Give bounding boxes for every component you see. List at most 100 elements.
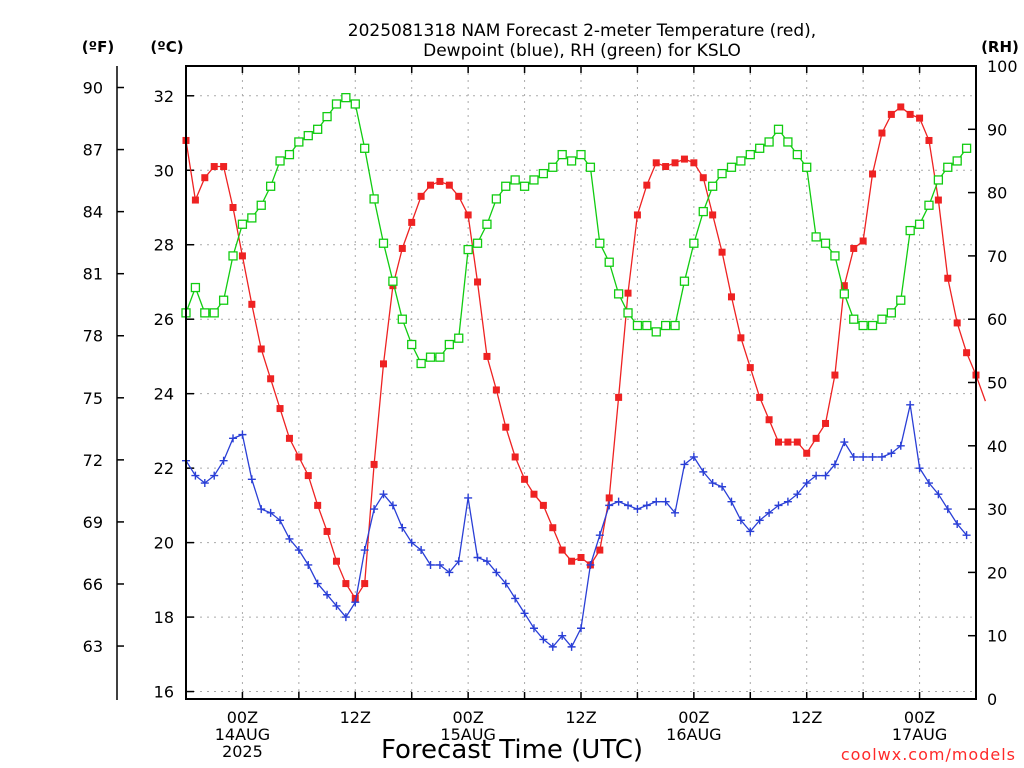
fahrenheit-tick-label: 66 <box>83 575 103 594</box>
dewpoint-point <box>812 471 821 480</box>
series-layer <box>181 93 987 651</box>
dewpoint-point <box>765 508 774 517</box>
temperature-point <box>455 192 463 200</box>
rh-point <box>454 333 464 343</box>
rh-point <box>425 352 436 362</box>
temperature-point <box>812 434 820 442</box>
rh-point <box>407 339 417 350</box>
temperature-point <box>248 300 256 308</box>
temperature-point <box>859 237 867 245</box>
dewpoint-point <box>229 434 238 443</box>
rh-point <box>209 308 219 318</box>
rh-point <box>961 143 972 153</box>
temperature-point <box>887 110 895 118</box>
rh-point <box>482 219 492 229</box>
dewpoint-point <box>191 471 200 480</box>
celsius-axis: 16 18 20 22 24 26 28 30 32 <box>154 87 194 702</box>
fahrenheit-tick-label: 87 <box>83 141 103 160</box>
temperature-point <box>398 244 406 252</box>
dewpoint-point <box>417 546 426 555</box>
fahrenheit-tick-label: 84 <box>83 203 103 222</box>
rh-point <box>595 238 605 248</box>
dewpoint-point <box>539 635 548 644</box>
temperature-point <box>285 434 293 442</box>
rh-point <box>576 149 586 160</box>
temperature-point <box>605 494 613 502</box>
dewpoint-point <box>906 400 915 409</box>
temperature-point <box>257 345 265 353</box>
dewpoint-point <box>548 642 557 651</box>
rh-point <box>360 143 370 153</box>
rh-point <box>914 219 925 229</box>
temperature-point <box>662 163 670 171</box>
dewpoint-point <box>915 464 924 473</box>
temperature-point <box>906 110 914 118</box>
rh-point <box>435 352 445 362</box>
rh-point <box>670 320 680 331</box>
temperature-point <box>464 211 472 219</box>
temperature-point <box>549 524 557 532</box>
rh-point <box>755 143 765 153</box>
temperature-point <box>201 174 209 182</box>
rh-point <box>200 308 210 318</box>
rh-point <box>745 149 755 160</box>
dewpoint-point <box>586 560 595 569</box>
dewpoint-point <box>614 497 623 506</box>
rh-point <box>820 238 831 248</box>
rh-point <box>726 162 737 172</box>
rh-tick-label: 0 <box>987 690 997 709</box>
rh-point <box>331 99 342 109</box>
rh-point <box>265 181 276 191</box>
dewpoint-point <box>379 490 388 499</box>
dewpoint-point <box>774 501 783 510</box>
rh-point <box>529 175 539 185</box>
rh-point <box>811 232 821 242</box>
dewpoint-point <box>924 479 933 488</box>
dewpoint-point <box>830 460 839 469</box>
dewpoint-point <box>266 508 275 517</box>
rh-point <box>284 149 295 160</box>
temperature-point <box>699 174 707 182</box>
temperature-point <box>577 554 585 562</box>
temperature-point <box>539 501 547 509</box>
temperature-point <box>596 546 604 554</box>
temperature-point <box>502 423 510 431</box>
dewpoint-point <box>388 501 397 510</box>
rh-point <box>651 327 661 337</box>
dewpoint-point <box>577 624 585 633</box>
dewpoint-point <box>332 601 341 610</box>
rh-point <box>698 206 708 217</box>
temperature-point <box>765 416 773 424</box>
temperature-point <box>953 319 961 327</box>
temperature-point <box>295 453 303 461</box>
time-tick-label: 00Z <box>452 708 483 727</box>
rh-tick-label: 100 <box>987 57 1018 76</box>
celsius-tick-label: 20 <box>154 534 174 553</box>
temperature-point <box>633 211 641 219</box>
rh-point <box>444 339 454 350</box>
time-tick-label: 16AUG <box>666 725 721 744</box>
celsius-unit-label: (ºC) <box>150 38 183 56</box>
celsius-tick-label: 32 <box>154 87 174 106</box>
rh-point <box>237 219 248 229</box>
chart-title: 2025081318 NAM Forecast 2-meter Temperat… <box>348 21 816 41</box>
dewpoint-point <box>868 452 877 461</box>
rh-point <box>294 137 304 147</box>
temperature-point <box>276 405 284 413</box>
series-line <box>185 106 987 600</box>
rh-tick-label: 70 <box>987 247 1007 266</box>
dewpoint-point <box>953 519 962 528</box>
temperature-point <box>267 375 275 383</box>
time-tick-label: 15AUG <box>440 725 495 744</box>
dewpoint-point <box>435 560 444 569</box>
temperature-point <box>445 181 453 189</box>
dewpoint-point <box>529 624 538 633</box>
dewpoint-point <box>247 475 256 484</box>
dewpoint-point <box>624 501 633 510</box>
temperature-point <box>361 580 369 588</box>
rh-point <box>557 149 567 160</box>
temperature-point <box>822 419 830 427</box>
rh-tick-label: 30 <box>987 500 1007 519</box>
x-axis-label: Forecast Time (UTC) <box>381 735 643 765</box>
